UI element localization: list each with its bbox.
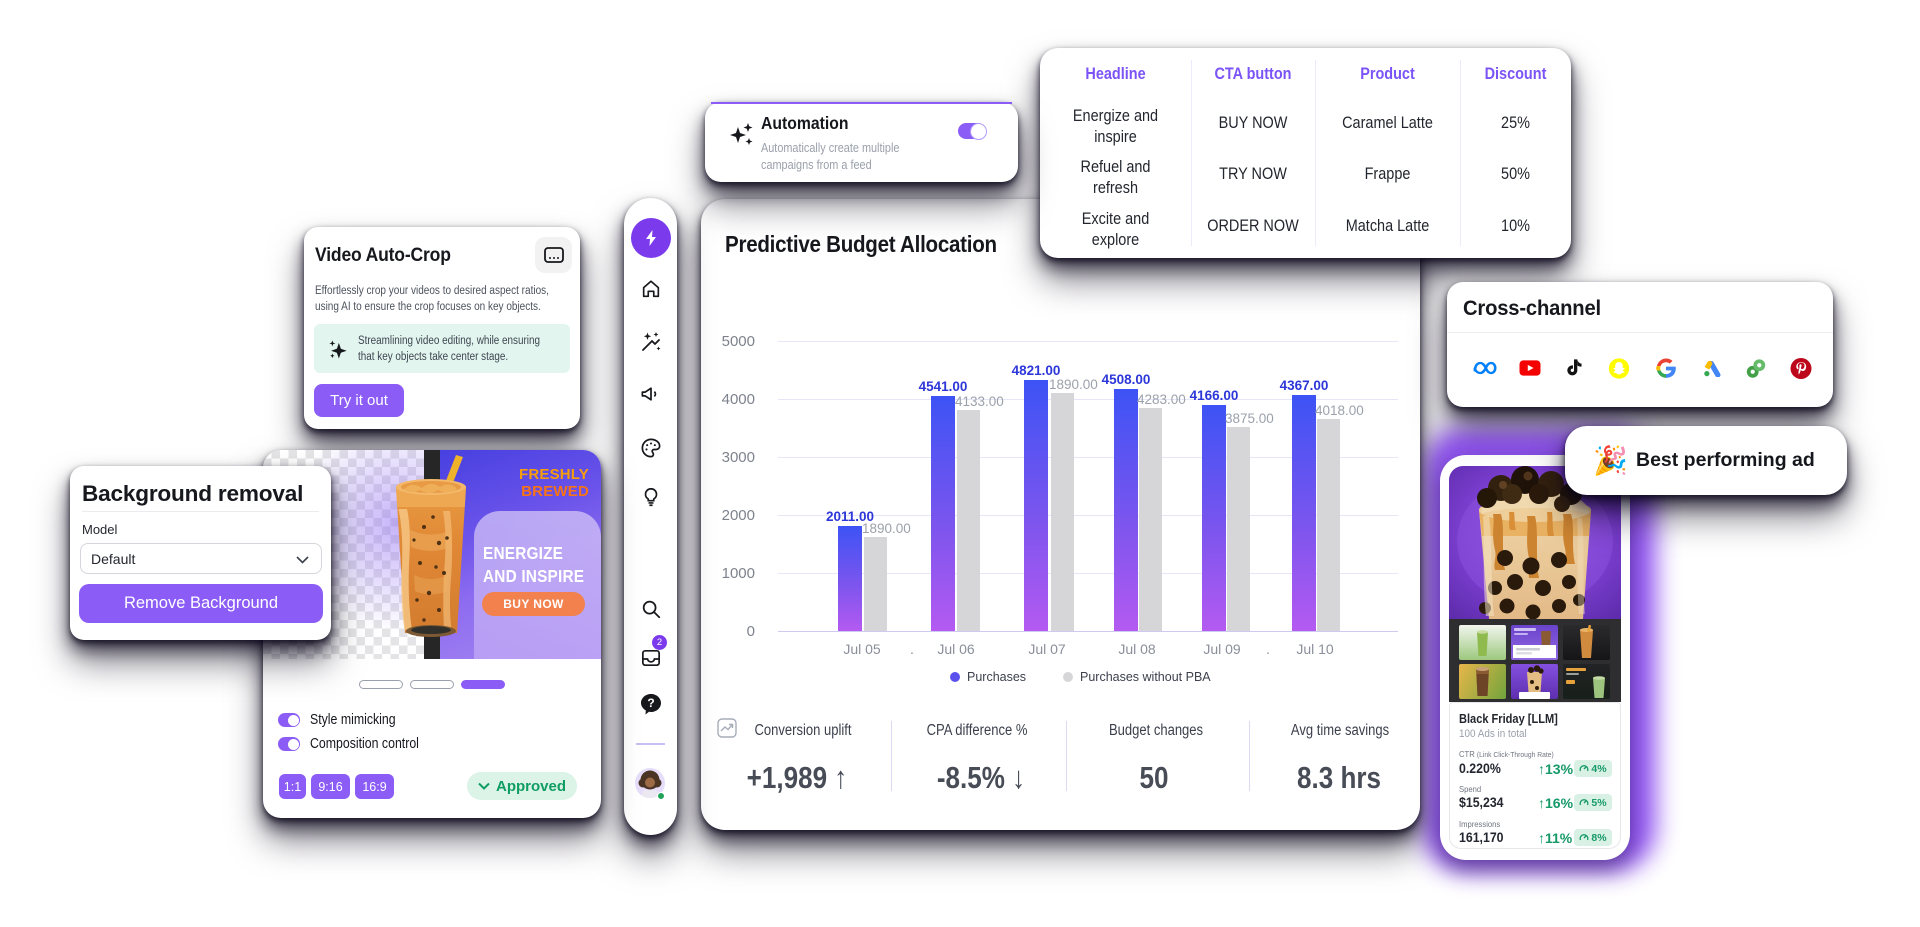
svg-text:?: ? (647, 696, 654, 710)
